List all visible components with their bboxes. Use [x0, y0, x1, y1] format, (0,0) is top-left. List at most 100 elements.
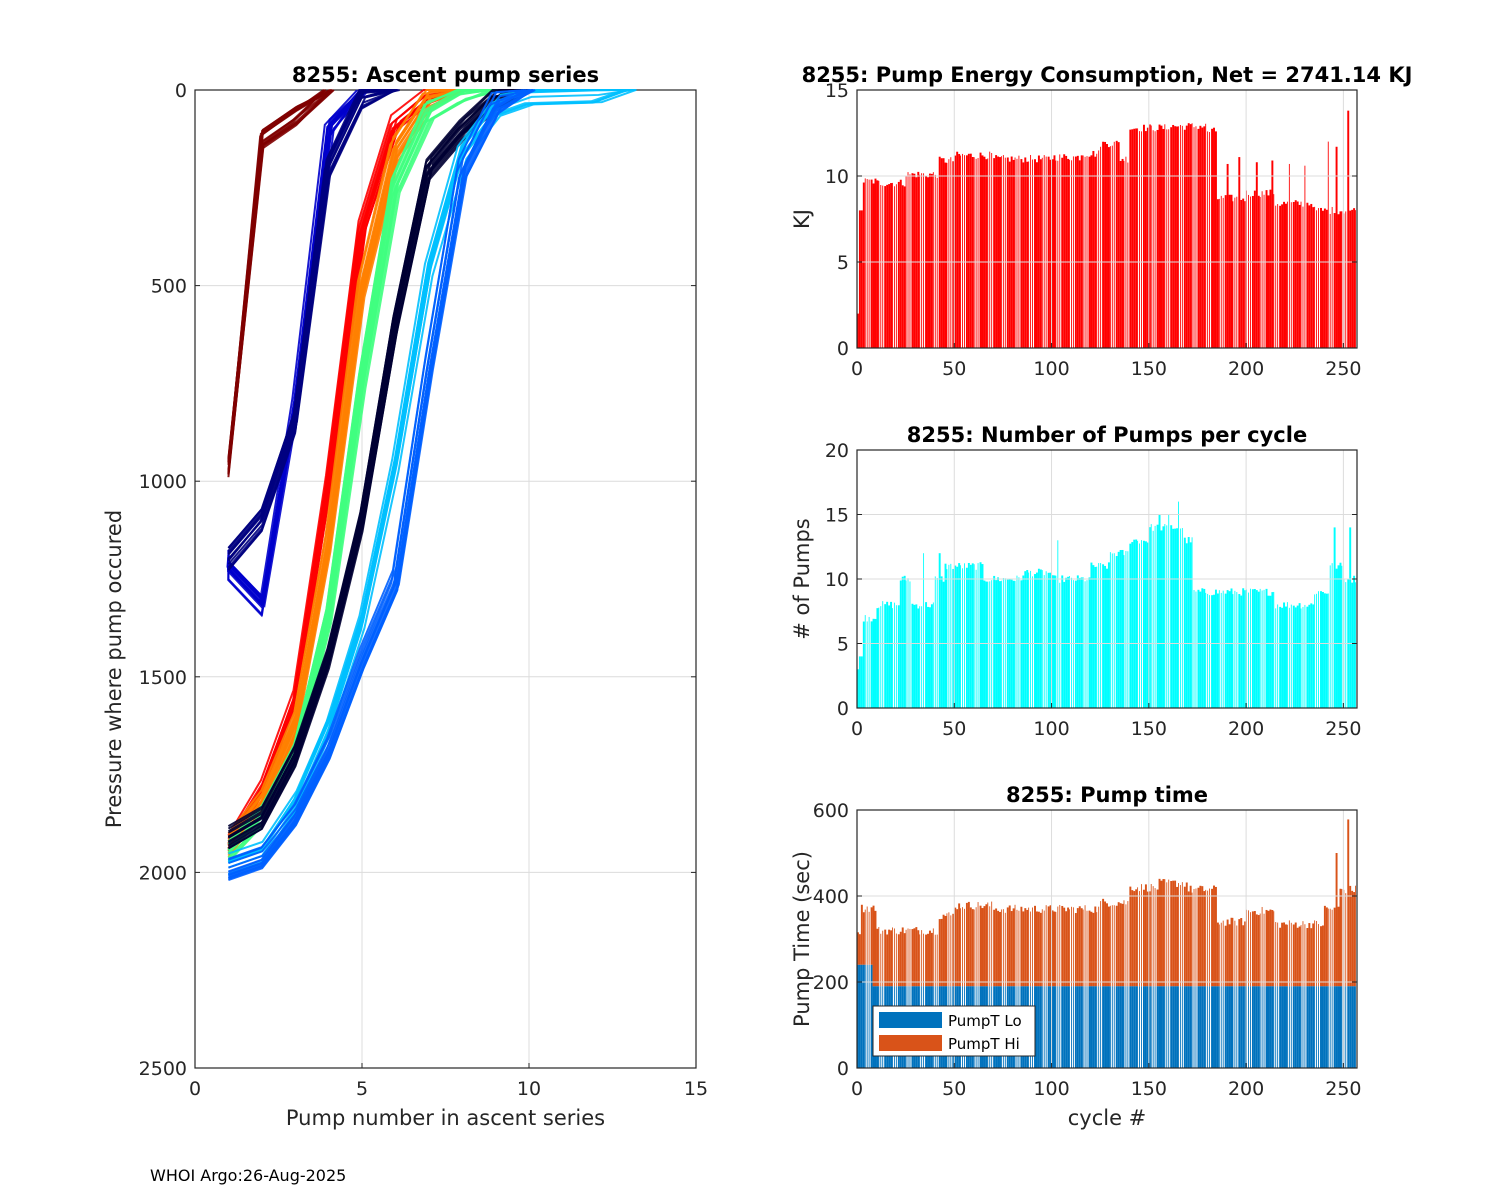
bar-pumpt-lo: [1127, 986, 1129, 1068]
bar: [862, 182, 865, 348]
bar: [975, 569, 977, 708]
bar-pumpt-hi: [1162, 879, 1165, 987]
bar: [1255, 162, 1258, 348]
bar: [1018, 155, 1020, 348]
bar-pumpt-hi: [936, 934, 938, 987]
bar-pumpt-hi: [1117, 902, 1120, 987]
bar-pumpt-lo: [1117, 986, 1120, 1068]
bar: [913, 604, 916, 708]
bar-pumpt-hi: [1176, 886, 1179, 987]
bar-pumpt-lo: [1109, 986, 1111, 1068]
bar: [936, 177, 938, 348]
bar: [1292, 605, 1295, 708]
bar-pumpt-lo: [1327, 986, 1329, 1068]
bar: [1137, 540, 1139, 708]
bar-pumpt-hi: [1222, 920, 1224, 987]
bar: [962, 153, 963, 348]
y-tick-label: 400: [813, 886, 849, 908]
bar: [962, 568, 963, 708]
bar-pumpt-hi: [956, 909, 959, 987]
bar: [1109, 552, 1111, 708]
bar-pumpt-lo: [1061, 986, 1064, 1068]
bar: [1016, 158, 1018, 348]
bar: [1273, 591, 1275, 708]
bar: [999, 581, 1001, 708]
bar-pumpt-hi: [876, 928, 879, 987]
bar: [1158, 514, 1161, 708]
bar: [975, 158, 977, 348]
bar: [1290, 202, 1292, 348]
bar-pumpt-lo: [1283, 986, 1286, 1068]
bar: [899, 179, 902, 348]
bar: [985, 581, 988, 708]
bar: [884, 186, 887, 348]
bar-pumpt-lo: [1323, 986, 1326, 1068]
bar-pumpt-hi: [1205, 889, 1207, 987]
bar: [1047, 572, 1050, 708]
bar: [1240, 595, 1243, 708]
bar: [880, 606, 882, 708]
bar-pumpt-hi: [895, 933, 897, 987]
bar-pumpt-hi: [1049, 905, 1052, 987]
bar-pumpt-lo: [1142, 986, 1145, 1068]
bar-pumpt-hi: [1321, 925, 1324, 987]
bar-pumpt-hi: [897, 934, 900, 987]
bar: [1090, 562, 1093, 708]
bar: [901, 185, 904, 348]
bar: [1020, 159, 1023, 348]
bar: [1347, 110, 1350, 348]
bar: [1164, 524, 1166, 708]
bar: [1273, 194, 1275, 348]
bar: [1310, 203, 1313, 348]
energy-ylabel: KJ: [790, 209, 814, 229]
bar-pumpt-hi: [983, 906, 986, 987]
bar-pumpt-lo: [1195, 986, 1197, 1068]
bar-pumpt-hi: [1158, 878, 1161, 987]
bar: [886, 601, 889, 708]
bar: [1320, 207, 1322, 348]
y-tick-label: 0: [175, 80, 187, 102]
bar-pumpt-lo: [1345, 986, 1347, 1068]
bar: [1113, 141, 1115, 348]
bar-pumpt-hi: [866, 906, 868, 965]
bar-pumpt-lo: [1047, 986, 1050, 1068]
bar: [1234, 197, 1236, 348]
bar: [1178, 501, 1179, 708]
bar: [1349, 210, 1352, 348]
bar: [1218, 198, 1220, 348]
bar: [1102, 564, 1105, 708]
bar-pumpt-hi: [1152, 886, 1154, 987]
bar: [878, 607, 880, 708]
bar: [1209, 595, 1211, 708]
bar: [1269, 595, 1272, 708]
bar-pumpt-lo: [1053, 986, 1056, 1068]
bar: [1193, 590, 1195, 708]
bar: [999, 157, 1001, 348]
y-tick-label: 5: [837, 634, 849, 656]
bar: [1207, 131, 1209, 348]
bar-pumpt-hi: [857, 932, 859, 965]
bar: [1199, 125, 1202, 349]
bar-pumpt-hi: [1191, 892, 1193, 987]
y-tick-label: 10: [825, 166, 849, 188]
bar: [925, 602, 928, 708]
bar: [1162, 128, 1165, 348]
bar-pumpt-lo: [1162, 986, 1165, 1068]
bar: [921, 173, 923, 348]
bar-pumpt-lo: [1355, 986, 1356, 1068]
ascent-series-line: [227, 89, 335, 475]
bar-pumpt-hi: [1024, 908, 1027, 987]
bar: [1300, 608, 1302, 708]
bar: [1176, 126, 1179, 348]
bar: [1191, 537, 1193, 708]
bar-pumpt-lo: [1228, 986, 1231, 1068]
y-tick-label: 0: [837, 1058, 849, 1080]
y-tick-label: 2500: [139, 1058, 187, 1080]
bar: [1265, 588, 1268, 708]
bar: [1053, 155, 1056, 348]
bar: [1078, 160, 1081, 348]
bar-pumpt-lo: [1353, 986, 1356, 1068]
bar-pumpt-lo: [1113, 986, 1115, 1068]
bar: [1226, 163, 1229, 348]
bar: [1349, 527, 1352, 708]
